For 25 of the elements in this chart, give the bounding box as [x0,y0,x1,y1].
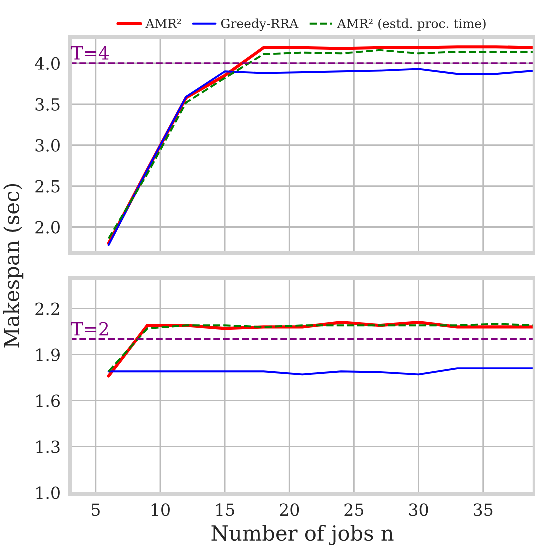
ref-line-label: T=2 [71,322,108,336]
x-tick-label: 20 [280,504,300,516]
x-tick-label: 30 [409,504,428,516]
legend-label: AMR² [146,18,182,28]
x-tick-label: 35 [474,504,493,516]
line-series [108,368,535,376]
legend-label: AMR² (estd. proc. time) [337,18,486,31]
x-tick-label: 25 [344,504,364,516]
legend-label: Greedy-RRA [221,18,299,32]
x-tick-label: 10 [152,504,170,516]
x-axis-title: Number of jobs n [212,525,394,546]
x-tick-label: 5 [92,504,100,516]
y-tick-label: 3.5 [36,98,60,111]
y-tick-label: 1.3 [36,440,60,454]
y-tick-label: 4.0 [35,57,60,70]
y-tick-label: 1.9 [36,348,60,362]
y-tick-label: 3.0 [36,139,60,152]
y-tick-label: 2.5 [36,180,60,193]
y-tick-label: 2.2 [36,302,60,316]
x-tick-label: 15 [216,504,234,516]
y-axis-title: Makespan (sec) [3,184,24,348]
y-tick-label: 1.6 [36,394,60,408]
y-tick-label: 1.0 [36,486,60,500]
ref-line-label: T=4 [71,46,109,60]
y-tick-label: 2.0 [36,221,60,234]
